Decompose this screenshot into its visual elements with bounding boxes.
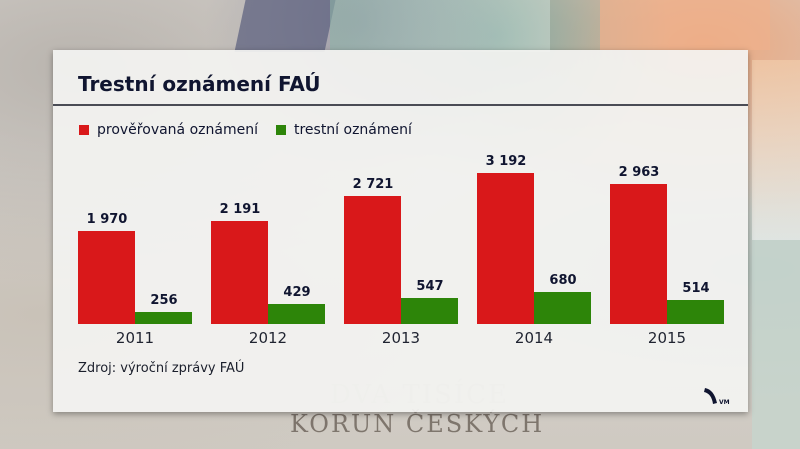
year-label: 2012 xyxy=(248,329,288,347)
value-label: 2 721 xyxy=(352,177,394,192)
background-banknote-text: KORUN ČESKÝCH xyxy=(290,410,545,438)
background-banknote xyxy=(752,60,800,240)
red-swatch-icon xyxy=(79,125,89,135)
value-label: 429 xyxy=(283,285,311,300)
title-divider xyxy=(53,104,748,106)
background-banknote xyxy=(752,240,800,449)
svg-text:VM: VM xyxy=(719,399,730,406)
year-label: 2013 xyxy=(381,329,421,347)
value-label: 514 xyxy=(682,281,710,296)
bar-trestni xyxy=(401,298,458,324)
broadcaster-logo-icon: VM xyxy=(704,388,730,406)
bar-group-2015: 2 963 514 2015 xyxy=(610,50,724,412)
legend-label: trestní oznámení xyxy=(293,122,412,138)
bar-proverovana xyxy=(477,173,534,324)
value-label: 680 xyxy=(549,273,577,288)
value-label: 1 970 xyxy=(86,212,128,227)
bar-group-2012: 2 191 429 2012 xyxy=(211,50,325,412)
bar-proverovana xyxy=(610,184,667,324)
value-label: 3 192 xyxy=(485,154,527,169)
year-label: 2014 xyxy=(514,329,554,347)
source-note: Zdroj: výroční zprávy FAÚ xyxy=(78,361,245,376)
legend-label: prověřovaná oznámení xyxy=(97,122,258,138)
background-banknote xyxy=(330,0,550,52)
bar-group-2014: 3 192 680 2014 xyxy=(477,50,591,412)
bar-trestni xyxy=(667,300,724,324)
chart-legend: prověřovaná oznámení trestní oznámení xyxy=(79,122,430,138)
background-banknote xyxy=(234,0,336,52)
bar-trestni xyxy=(534,292,591,324)
value-label: 2 191 xyxy=(219,202,261,217)
bar-trestni xyxy=(268,304,325,324)
legend-item-trestni: trestní oznámení xyxy=(275,122,412,138)
bar-proverovana xyxy=(344,196,401,324)
legend-item-proverovana: prověřovaná oznámení xyxy=(79,122,258,138)
green-swatch-icon xyxy=(275,125,286,135)
value-label: 2 963 xyxy=(618,165,660,180)
chart-panel: Trestní oznámení FAÚ prověřovaná oznámen… xyxy=(53,50,748,412)
bar-group-2013: 2 721 547 2013 xyxy=(344,50,458,412)
bar-chart: 1 970 256 2011 2 191 429 2012 2 721 547 … xyxy=(53,50,748,412)
year-label: 2015 xyxy=(647,329,687,347)
bar-group-2011: 1 970 256 2011 xyxy=(78,50,192,412)
bar-trestni xyxy=(135,312,192,324)
chart-title: Trestní oznámení FAÚ xyxy=(78,72,321,96)
background-banknote xyxy=(600,0,770,50)
bar-proverovana xyxy=(211,221,268,324)
year-label: 2011 xyxy=(115,329,155,347)
value-label: 256 xyxy=(150,293,178,308)
bar-proverovana xyxy=(78,231,135,324)
value-label: 547 xyxy=(416,279,444,294)
